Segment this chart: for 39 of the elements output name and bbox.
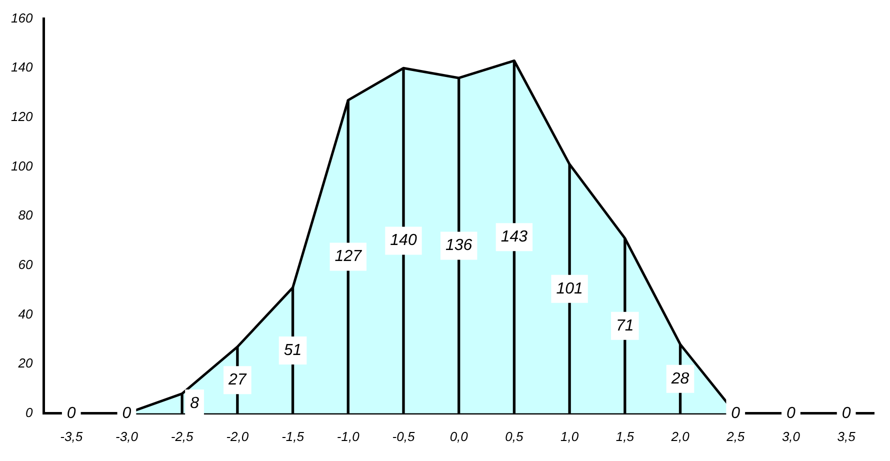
y-tick-label: 40 xyxy=(18,306,34,322)
data-label: 0 xyxy=(731,404,740,422)
x-tick-label: -0,5 xyxy=(392,428,416,444)
data-label: 0 xyxy=(842,404,851,422)
data-label: 143 xyxy=(500,228,528,246)
data-label: 8 xyxy=(190,394,200,412)
data-label: 140 xyxy=(390,232,417,250)
data-label: 0 xyxy=(66,404,76,422)
y-tick-label: 140 xyxy=(10,60,34,75)
y-tick-label: 20 xyxy=(17,356,34,371)
x-tick-label: 0,5 xyxy=(505,428,524,444)
data-label: 51 xyxy=(284,342,302,359)
y-tick-label: 100 xyxy=(10,158,34,174)
data-label: 0 xyxy=(786,404,796,422)
x-tick-label: 3,5 xyxy=(837,428,856,444)
x-tick-label: -1,0 xyxy=(336,428,360,444)
data-label: 27 xyxy=(228,372,248,389)
x-tick-label: -1,5 xyxy=(282,428,305,444)
x-tick-label: 1,0 xyxy=(560,428,580,444)
x-tick-label: 2,0 xyxy=(670,428,690,444)
x-tick-label: -3,0 xyxy=(116,428,139,444)
data-label: 28 xyxy=(670,370,690,388)
y-tick-label: 120 xyxy=(10,109,34,124)
x-tick-label: -2,5 xyxy=(170,428,194,444)
x-tick-label: 2,5 xyxy=(726,428,746,444)
data-label: 136 xyxy=(445,237,472,254)
x-tick-label: -3,5 xyxy=(60,428,84,444)
data-label: 127 xyxy=(334,248,363,266)
x-tick-label: -2,0 xyxy=(226,428,250,444)
data-label: 0 xyxy=(122,404,132,422)
y-tick-label: 160 xyxy=(10,10,34,26)
y-tick-label: 0 xyxy=(25,405,34,420)
data-label: 101 xyxy=(556,280,583,298)
data-label: 71 xyxy=(616,317,634,334)
y-tick-label: 60 xyxy=(18,257,34,272)
x-tick-label: 3,0 xyxy=(782,428,801,444)
x-tick-label: 0,0 xyxy=(450,428,469,444)
y-tick-label: 80 xyxy=(18,208,34,223)
x-tick-label: 1,5 xyxy=(616,428,635,444)
